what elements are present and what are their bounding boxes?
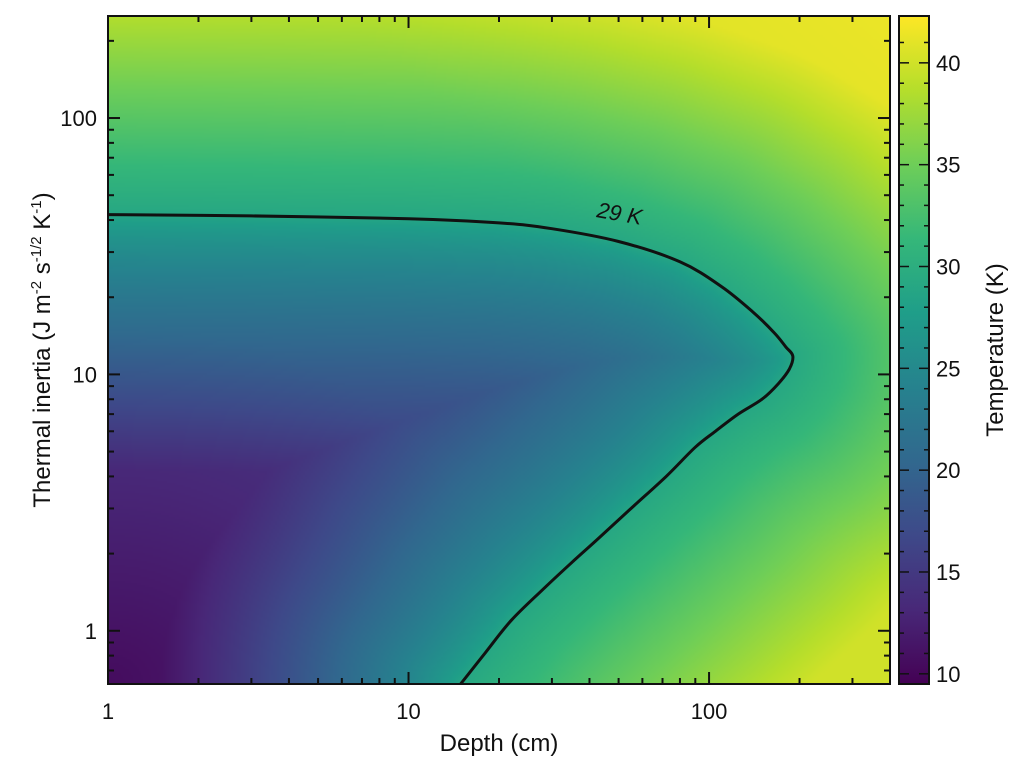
colorbar-tick-label: 30	[936, 255, 960, 280]
plot-area: 29 K	[107, 15, 891, 685]
colorbar-tick-label: 15	[936, 560, 960, 585]
x-axis-tick-labels: 1 10 100	[102, 699, 728, 724]
colorbar-fill	[898, 15, 930, 685]
colorbar-ticks	[899, 41, 929, 675]
colorbar: 10 15 20 25 30 35 40 Temperature (K)	[898, 15, 1009, 687]
y-axis-title: Thermal inertia (J m-2 s-1/2 K-1)	[28, 192, 56, 507]
colorbar-tick-label: 20	[936, 458, 960, 483]
y-tick-label: 100	[60, 106, 97, 131]
y-tick-label: 10	[73, 362, 97, 387]
y-axis-tick-labels: 1 10 100	[60, 106, 97, 644]
heatmap-image	[108, 16, 890, 684]
colorbar-title: Temperature (K)	[982, 263, 1009, 436]
x-axis-title: Depth (cm)	[440, 730, 559, 757]
y-axis-title-mid: s	[29, 262, 56, 281]
y-axis-title-exp1: -2	[28, 281, 45, 294]
y-axis-title-mid2: K	[29, 214, 56, 237]
y-axis-title-main: Thermal inertia (J m	[29, 294, 56, 507]
colorbar-tick-labels: 10 15 20 25 30 35 40	[936, 51, 960, 687]
y-axis-ticks	[108, 39, 890, 672]
x-tick-label: 10	[396, 699, 420, 724]
colorbar-tick-label: 35	[936, 153, 960, 178]
colorbar-tick-label: 40	[936, 51, 960, 76]
colorbar-tick-label: 25	[936, 356, 960, 381]
y-axis-title-end: )	[29, 192, 56, 200]
y-axis-title-exp3: -1	[28, 200, 45, 213]
contour-line-29k	[108, 213, 795, 684]
colorbar-tick-label: 10	[936, 662, 960, 687]
x-axis-ticks	[107, 16, 891, 684]
y-axis-title-exp2: -1/2	[28, 236, 45, 262]
y-tick-label: 1	[85, 619, 97, 644]
x-tick-label: 100	[691, 699, 728, 724]
x-tick-label: 1	[102, 699, 114, 724]
